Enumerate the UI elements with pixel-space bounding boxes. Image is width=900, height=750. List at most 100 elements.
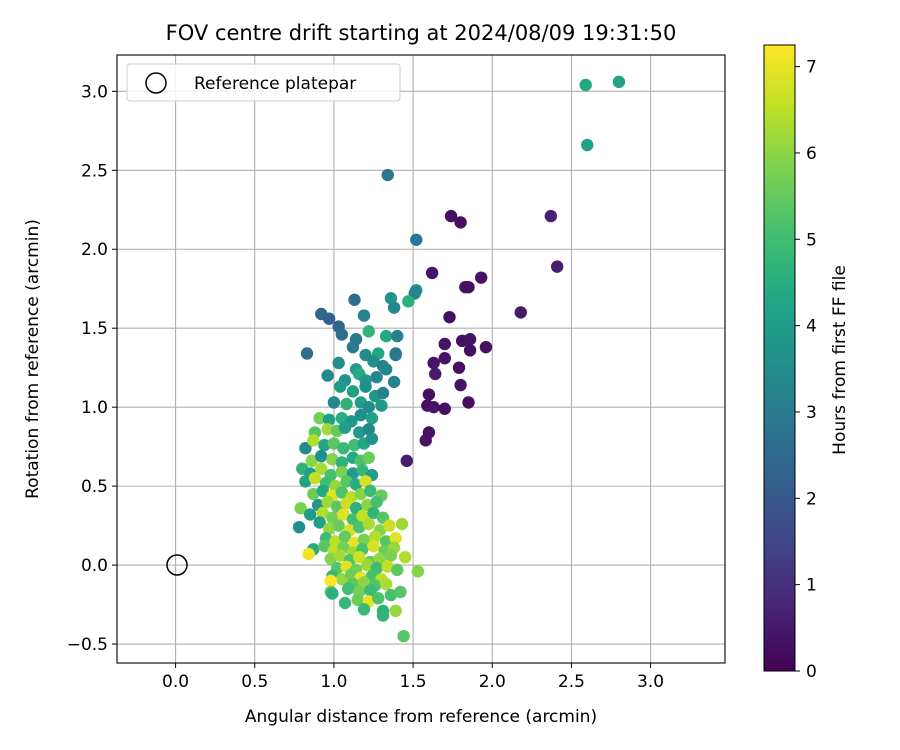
scatter-point: [356, 464, 369, 477]
scatter-point: [294, 502, 307, 515]
scatter-point: [395, 517, 409, 531]
scatter-point: [332, 519, 345, 532]
scatter-point: [400, 454, 413, 468]
x-tick-label: 2.5: [558, 672, 585, 692]
scatter-point: [345, 568, 358, 581]
scatter-point: [376, 609, 390, 622]
x-axis-label: Angular distance from reference (arcmin): [245, 707, 597, 727]
scatter-point: [389, 604, 402, 618]
scatter-point: [379, 363, 393, 376]
colorbar-tick-label: 5: [806, 230, 817, 250]
legend-box: [126, 63, 401, 102]
x-tick-label: 0.5: [241, 672, 268, 692]
scatter-point: [373, 552, 387, 565]
scatter-point: [346, 340, 360, 354]
scatter-point: [384, 549, 398, 562]
scatter-point: [299, 475, 312, 488]
scatter-point: [387, 301, 401, 314]
colorbar-tick-label: 6: [806, 144, 817, 164]
scatter-point: [370, 495, 383, 509]
scatter-point: [367, 355, 380, 368]
scatter-points: [292, 75, 626, 643]
y-axis-ticks: −0.5 0.0 0.5 1.0 1.5 2.0 2.5 3.0: [67, 82, 117, 655]
legend-entry-label: Reference platepar: [194, 74, 356, 94]
scatter-point: [335, 328, 349, 341]
scatter-point: [353, 426, 366, 439]
scatter-point: [326, 587, 339, 600]
scatter-point: [316, 506, 330, 520]
scatter-point: [348, 293, 361, 306]
scatter-point: [341, 582, 355, 595]
x-axis-ticks: 0.0 0.5 1.0 1.5 2.0 2.5 3.0: [162, 663, 664, 692]
scatter-point: [340, 475, 353, 488]
y-tick-label: 2.0: [81, 240, 108, 260]
y-tick-label: 0.0: [81, 556, 108, 576]
scatter-point: [379, 329, 393, 343]
scatter-point: [326, 453, 339, 466]
scatter-point: [368, 530, 382, 543]
colorbar-tick-label: 0: [806, 662, 817, 682]
scatter-point: [308, 472, 322, 485]
scatter-point: [462, 396, 475, 409]
scatter-point: [375, 399, 388, 412]
scatter-point: [365, 432, 379, 445]
scatter-point: [338, 421, 352, 434]
scatter-point: [305, 454, 318, 468]
scatter-point: [338, 596, 352, 610]
scatter-point: [357, 603, 371, 616]
scatter-point: [514, 306, 527, 319]
scatter-point: [340, 497, 353, 510]
scatter-point: [381, 168, 394, 182]
scatter-point: [438, 402, 451, 415]
scatter-point: [402, 295, 415, 308]
scatter-point: [353, 520, 366, 534]
scatter-point: [391, 329, 404, 343]
scatter-point: [389, 348, 402, 362]
x-tick-label: 1.5: [400, 672, 427, 692]
scatter-point: [579, 78, 592, 92]
x-tick-label: 0.0: [162, 672, 189, 692]
scatter-point: [354, 487, 368, 501]
scatter-point: [438, 352, 451, 365]
colorbar-label: Hours from first FF file: [830, 265, 850, 455]
scatter-point: [452, 361, 466, 374]
scatter-point: [427, 356, 440, 370]
scatter-point: [462, 280, 475, 294]
scatter-point: [322, 522, 336, 535]
scatter-point: [338, 530, 352, 543]
scatter-point: [313, 516, 326, 529]
y-tick-label: 0.5: [81, 477, 108, 497]
scatter-point: [337, 442, 350, 455]
colorbar-tick-label: 3: [806, 403, 817, 423]
scatter-point: [364, 484, 377, 498]
scatter-point: [581, 138, 594, 152]
scatter-point: [337, 508, 350, 521]
legend-open-circle-marker: [145, 72, 167, 94]
scatter-point: [438, 337, 451, 351]
scatter-point: [463, 344, 477, 357]
y-tick-label: −0.5: [67, 635, 108, 655]
scatter-point: [349, 478, 363, 491]
scatter-point: [372, 592, 385, 605]
x-tick-label: 3.0: [637, 672, 664, 692]
scatter-point: [389, 532, 402, 545]
scatter-point: [454, 216, 467, 229]
scatter-point: [300, 347, 314, 360]
scatter-point: [479, 340, 493, 354]
scatter-point: [362, 517, 375, 531]
scatter-point: [474, 271, 488, 284]
scatter-point: [307, 487, 320, 501]
scatter-point: [321, 423, 334, 436]
scatter-point: [359, 475, 372, 488]
scatter-point: [292, 520, 306, 534]
scatter-point: [327, 396, 341, 409]
scatter-point: [391, 563, 404, 577]
scatter-point: [335, 573, 349, 586]
x-tick-label: 2.0: [479, 672, 506, 692]
scatter-point: [381, 560, 394, 573]
scatter-point: [454, 378, 467, 392]
legend: Reference platepar: [126, 63, 401, 102]
scatter-point: [357, 309, 371, 322]
y-tick-label: 1.0: [81, 398, 108, 418]
y-tick-label: 3.0: [81, 82, 108, 102]
